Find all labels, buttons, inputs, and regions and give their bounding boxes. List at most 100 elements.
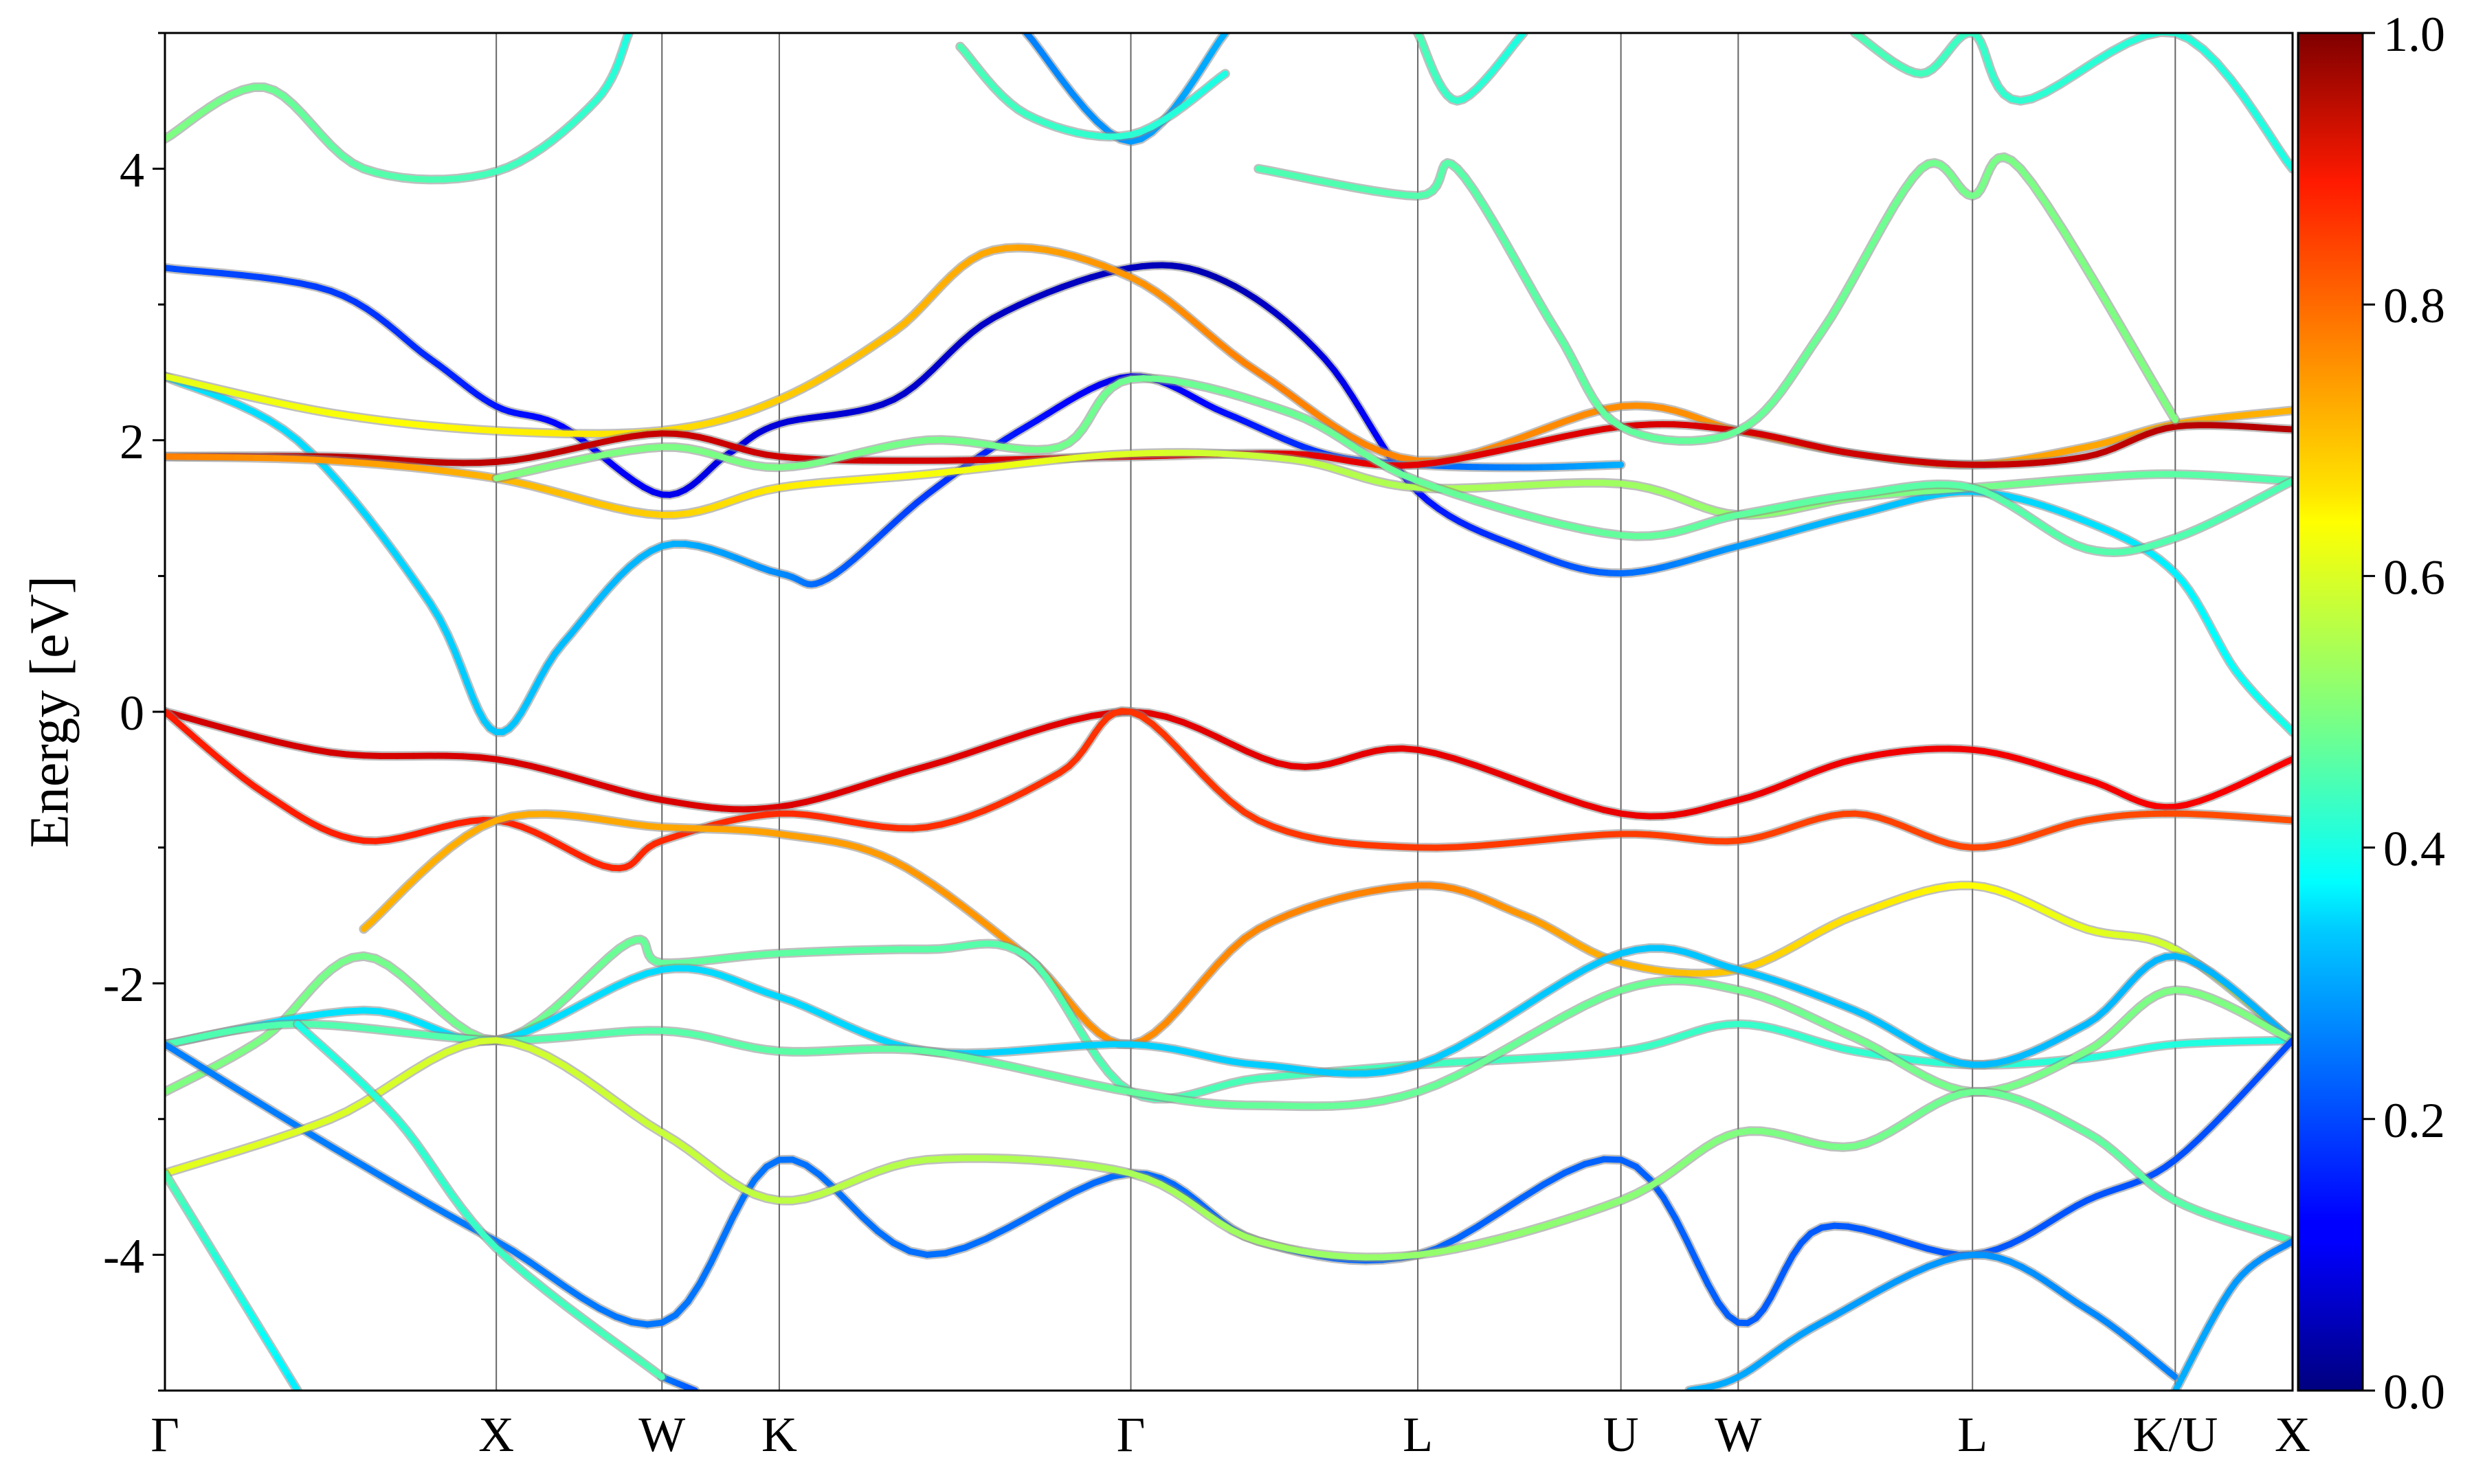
band-segment [272, 455, 298, 462]
band-segment [1346, 432, 1369, 448]
band-segment [2240, 93, 2260, 118]
band-16 [657, 1372, 700, 1391]
band-segment [238, 271, 265, 281]
band-segment [1561, 1210, 1589, 1224]
band-segment [1330, 423, 1353, 439]
band-segment [527, 1259, 551, 1278]
band-segment [412, 1031, 441, 1039]
band-segment [1581, 425, 1607, 436]
band-segment [961, 744, 989, 758]
band-segment [2282, 157, 2293, 172]
band-segment [410, 1057, 434, 1074]
band-segment [1581, 801, 1607, 813]
band-segment [1582, 956, 1607, 973]
band-segment [1582, 1204, 1607, 1217]
band-segment [1838, 278, 1855, 304]
band-segment [170, 1184, 188, 1210]
band-outline [165, 943, 2293, 1079]
band-segment [2079, 258, 2104, 296]
band-segment [1068, 712, 1095, 724]
band-segment [1472, 497, 1501, 510]
band-segment [1049, 1072, 1077, 1084]
band-segment [2167, 1369, 2178, 1380]
band-segment [507, 1258, 531, 1279]
band-segment [260, 1331, 281, 1361]
band-segment [562, 1303, 589, 1324]
band-segment [2195, 1123, 2216, 1143]
band-segment [718, 1215, 736, 1244]
band-segment [1175, 991, 1194, 1013]
band-1 [165, 33, 634, 185]
band-segment [216, 723, 241, 735]
band-segment [2149, 378, 2169, 407]
x-tick-label: U [1603, 1407, 1639, 1462]
band-segment [1434, 1072, 1460, 1088]
band-segment [859, 1214, 881, 1235]
band-segment [1414, 477, 1439, 491]
band-segment [1434, 1059, 1460, 1067]
band-segment [1859, 239, 1877, 265]
band-segment [1475, 1235, 1504, 1248]
band-segment [1025, 723, 1054, 737]
band-segment [402, 871, 423, 891]
x-tick-label: L [1957, 1407, 1987, 1462]
band-segment [1414, 1081, 1440, 1095]
band-segment [1519, 991, 1547, 1011]
band-segment [181, 1203, 203, 1233]
band-segment [216, 386, 241, 397]
band-segment [1695, 1260, 1712, 1288]
band-5 [165, 448, 2293, 520]
band-segment [1494, 504, 1524, 517]
band-segment [1472, 484, 1501, 491]
band-segment [1315, 412, 1337, 429]
band-segment [1185, 757, 1206, 778]
band-segment [568, 454, 594, 465]
band-segment [1513, 259, 1531, 285]
band-segment [1497, 1037, 1526, 1056]
band-segment [1561, 1051, 1589, 1059]
band-segment [561, 1063, 586, 1081]
band-segment [1070, 1077, 1097, 1088]
band-segment [291, 1123, 317, 1136]
band-segment [1212, 785, 1234, 805]
band-segment [1432, 750, 1458, 762]
band-segment [370, 1026, 399, 1035]
band-segment [344, 1153, 367, 1169]
band-segment [1173, 743, 1192, 764]
band-segment [536, 1005, 557, 1024]
band-segment [234, 728, 260, 740]
band-segment [1073, 1022, 1091, 1046]
band-segment [1472, 447, 1501, 459]
band-segment [962, 1235, 990, 1251]
band-segment [942, 1155, 969, 1162]
band-segment [982, 462, 1010, 471]
band-segment [1313, 177, 1339, 188]
band-segment [410, 1191, 434, 1208]
band-segment [2214, 60, 2234, 82]
band-segment [2044, 202, 2067, 235]
band-8 [165, 706, 2293, 873]
band-segment [311, 1021, 337, 1028]
band-segment [427, 1201, 450, 1217]
band-segment [1453, 1061, 1482, 1079]
band-segment [874, 1228, 897, 1246]
band-segment [579, 1074, 603, 1092]
band-segment [272, 1110, 298, 1128]
band-segment [253, 1098, 279, 1116]
band-segment [1517, 481, 1546, 489]
band-segment [1047, 717, 1075, 730]
x-tick-label: X [2275, 1407, 2310, 1462]
band-segment [1517, 778, 1546, 794]
band-segment [244, 1305, 267, 1338]
band-segment [253, 394, 279, 406]
band-11 [165, 943, 2293, 1079]
band-segment [1049, 1043, 1077, 1051]
band-segment [1519, 1223, 1547, 1236]
band-segment [274, 1354, 293, 1380]
band-segment [1494, 482, 1524, 491]
band-segment [983, 1058, 1012, 1069]
band-segment [2162, 401, 2178, 423]
band-segment [1539, 787, 1568, 801]
band-segment [1472, 762, 1501, 776]
band-segment [1284, 390, 1306, 407]
